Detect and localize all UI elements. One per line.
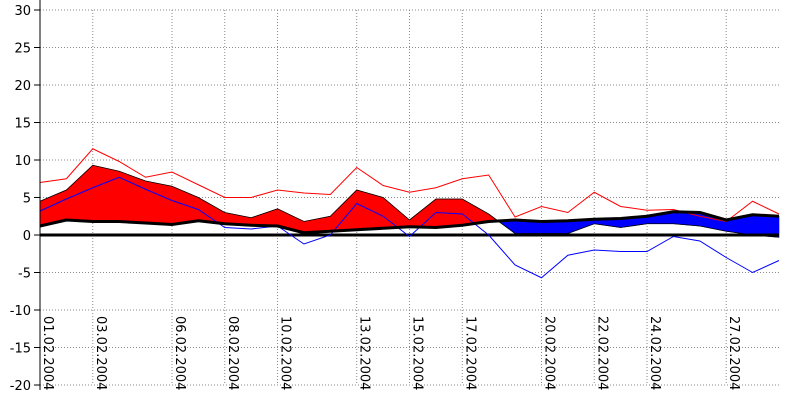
y-tick-label: -10 <box>10 304 31 319</box>
y-tick-label: -5 <box>18 267 31 282</box>
x-tick-label: 13.02.2004 <box>357 316 372 390</box>
y-tick-label: -15 <box>10 342 31 357</box>
x-tick-label: 10.02.2004 <box>278 316 293 390</box>
warm-area <box>409 198 437 228</box>
warm-area <box>330 189 358 232</box>
warm-area <box>92 164 120 222</box>
x-tick-label: 01.02.2004 <box>40 316 55 390</box>
areas <box>39 164 780 238</box>
x-tick-label: 27.02.2004 <box>726 316 741 390</box>
y-tick-label: -20 <box>10 379 31 394</box>
y-tick-label: 0 <box>23 229 31 244</box>
y-tick-label: 5 <box>23 192 31 207</box>
axes <box>34 0 41 390</box>
warm-area <box>250 208 278 227</box>
y-tick-label: 10 <box>14 154 31 169</box>
warm-area <box>145 180 173 225</box>
y-tick-label: 15 <box>14 117 31 132</box>
upper-line <box>39 148 780 223</box>
x-tick-label: 03.02.2004 <box>93 316 108 390</box>
x-tick-label: 20.02.2004 <box>541 316 556 390</box>
series-lines <box>39 148 780 279</box>
y-tick-label: 30 <box>14 4 31 19</box>
x-tick-label: 08.02.2004 <box>225 316 240 390</box>
y-tick-label: 25 <box>14 42 31 57</box>
x-tick-label: 24.02.2004 <box>647 316 662 390</box>
y-tick-label: 20 <box>14 79 31 94</box>
tick-labels: 30 25 20 15 10 5 0 -5 -10 -15 -20 01.02.2004 03.02.2… <box>10 4 741 394</box>
base-line <box>39 210 780 235</box>
x-tick-label: 06.02.2004 <box>172 316 187 390</box>
forecast-line <box>39 164 780 238</box>
lower-line <box>39 176 780 279</box>
x-tick-label: 22.02.2004 <box>594 316 609 390</box>
warm-area <box>382 196 410 229</box>
x-tick-label: 15.02.2004 <box>410 316 425 390</box>
x-tick-label: 17.02.2004 <box>462 316 477 390</box>
